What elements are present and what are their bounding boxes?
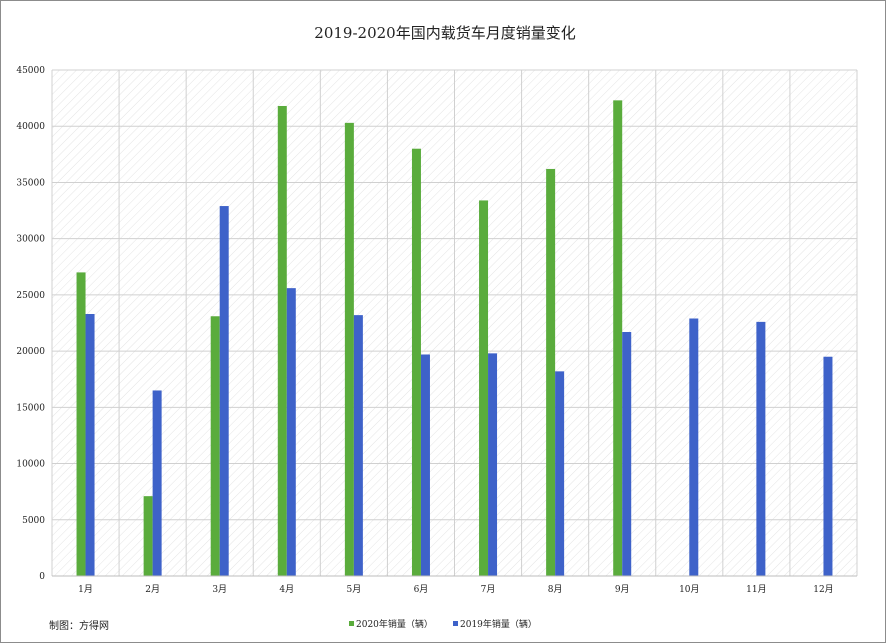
bars-layer <box>76 100 833 577</box>
y-tick-label: 45000 <box>16 66 45 76</box>
bar-series-2020 <box>210 316 220 576</box>
bar-series-2019 <box>689 318 699 576</box>
legend-label: 2019年销量（辆） <box>460 618 537 630</box>
legend-label: 2020年销量（辆） <box>356 618 433 630</box>
grid-layer <box>51 69 858 577</box>
bar-series-2020 <box>143 496 153 576</box>
bar-series-2019 <box>85 314 95 576</box>
y-tick-label: 15000 <box>16 403 45 413</box>
x-tick-label: 8月 <box>548 584 563 595</box>
chart-credit: 制图：方得网 <box>49 619 109 632</box>
bar-series-2019 <box>152 390 162 576</box>
bar-series-2019 <box>823 356 833 576</box>
legend-swatch <box>453 621 458 626</box>
x-tick-label: 4月 <box>279 584 294 595</box>
x-tick-label: 1月 <box>78 584 93 595</box>
bar-series-2019 <box>555 371 565 576</box>
bar-series-2020 <box>277 105 287 576</box>
bar-series-2020 <box>613 100 623 577</box>
bar-series-2020 <box>411 148 421 576</box>
x-tick-label: 9月 <box>615 584 630 595</box>
y-tick-label: 0 <box>39 572 45 582</box>
x-tick-label: 5月 <box>347 584 362 595</box>
bar-series-2020 <box>479 200 489 577</box>
bar-series-2019 <box>219 206 229 576</box>
bar-series-2019 <box>622 331 632 576</box>
y-tick-label: 30000 <box>16 235 45 245</box>
axis-layer: 0 5000 10000 15000 20000 25000 30000 35000 40000… <box>16 66 857 595</box>
x-tick-label: 7月 <box>481 584 496 595</box>
x-tick-label: 12月 <box>813 584 833 595</box>
bar-series-2019 <box>353 315 363 576</box>
bar-series-2020 <box>546 168 556 576</box>
bar-series-2019 <box>756 321 766 576</box>
bar-series-2019 <box>488 353 498 576</box>
legend-swatch <box>349 621 354 626</box>
y-tick-label: 5000 <box>22 516 45 526</box>
chart-title: 2019-2020年国内载货车月度销量变化 <box>314 24 575 42</box>
bar-series-2019 <box>286 288 296 576</box>
x-tick-label: 2月 <box>145 584 160 595</box>
y-tick-label: 25000 <box>16 291 45 301</box>
legend: 2020年销量（辆） 2019年销量（辆） <box>349 618 537 630</box>
x-tick-label: 11月 <box>746 584 766 595</box>
bar-series-2019 <box>420 354 430 576</box>
y-tick-label: 20000 <box>16 347 45 357</box>
y-tick-label: 40000 <box>16 122 45 132</box>
y-tick-label: 10000 <box>16 460 45 470</box>
x-tick-label: 3月 <box>212 584 227 595</box>
y-tick-label: 35000 <box>16 178 45 188</box>
x-tick-label: 6月 <box>414 584 429 595</box>
bar-series-2020 <box>76 272 86 576</box>
x-tick-label: 10月 <box>679 584 699 595</box>
bar-series-2020 <box>344 122 354 577</box>
